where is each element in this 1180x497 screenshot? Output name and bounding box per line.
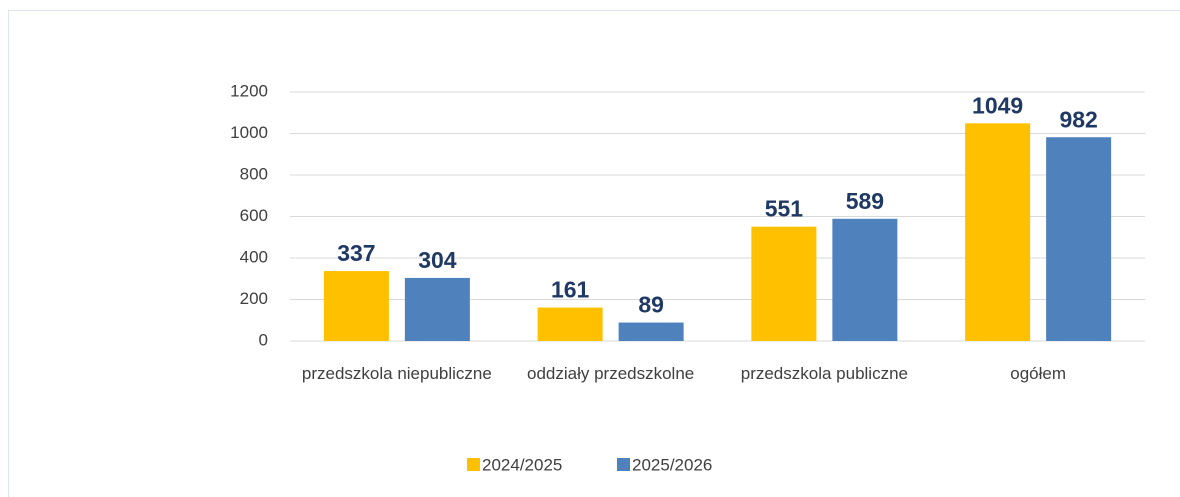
y-tick-label: 1000 [230, 123, 268, 142]
data-label: 304 [418, 247, 457, 273]
data-label: 1049 [972, 92, 1023, 118]
data-label: 337 [337, 240, 375, 266]
y-tick-label: 1200 [230, 81, 268, 100]
x-tick-label: oddziały przedszkolne [526, 364, 695, 383]
bar [832, 218, 898, 341]
x-tick-label: przedszkola publiczne [740, 364, 908, 383]
legend-swatch [467, 458, 480, 471]
y-tick-label: 200 [240, 289, 268, 308]
data-label: 982 [1059, 106, 1097, 132]
data-label: 89 [638, 292, 664, 318]
data-label: 551 [765, 196, 804, 222]
bar [537, 307, 603, 341]
data-label: 161 [551, 277, 590, 303]
legend-label: 2024/2025 [482, 455, 562, 474]
x-tick-label: przedszkola niepubliczne [301, 364, 492, 383]
bar [618, 322, 684, 341]
bar [323, 271, 389, 341]
bar [1046, 137, 1112, 341]
legend-label: 2025/2026 [632, 455, 712, 474]
legend-swatch [617, 458, 630, 471]
y-tick-label: 600 [240, 206, 268, 225]
y-tick-label: 800 [240, 164, 268, 183]
y-tick-label: 0 [259, 330, 268, 349]
bar [751, 226, 817, 341]
bar [404, 277, 470, 341]
bar [965, 123, 1031, 342]
x-tick-label: ogółem [1010, 364, 1066, 383]
y-tick-label: 400 [240, 247, 268, 266]
data-label: 589 [846, 188, 884, 214]
chart-border [8, 10, 1180, 497]
